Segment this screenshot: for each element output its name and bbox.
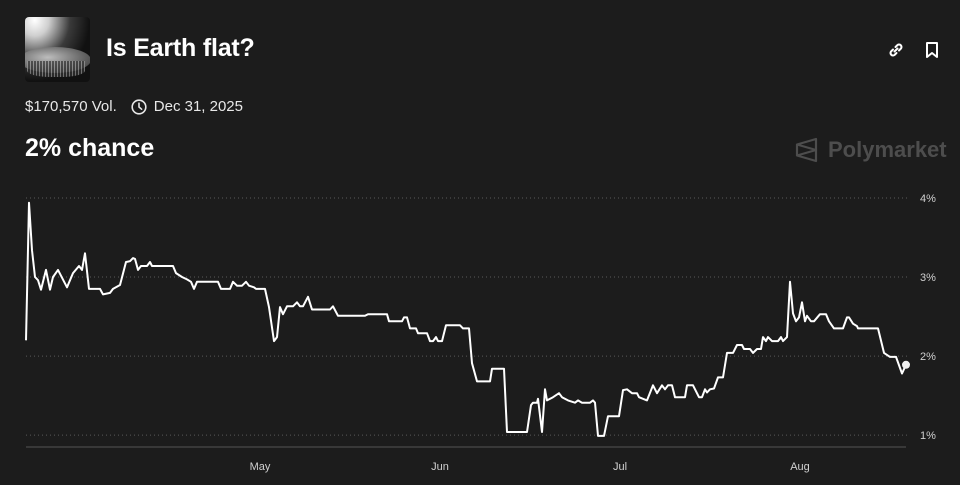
volume-text: $170,570 Vol. [25, 98, 117, 115]
chance-value: 2% chance [25, 134, 155, 162]
polymarket-brand[interactable]: Polymarket [795, 137, 947, 163]
bookmark-icon [926, 42, 938, 58]
polymarket-logo-icon [795, 137, 818, 163]
series-line-yes [25, 201, 907, 437]
x-tick-label: Jul [613, 461, 627, 473]
end-date-text: Dec 31, 2025 [153, 98, 243, 115]
x-tick-label: Jun [431, 461, 449, 473]
x-axis-labels: May Jun Jul Aug [250, 461, 810, 473]
y-tick-label: 3% [920, 272, 936, 284]
y-axis-labels: 4% 3% 2% 1% [920, 193, 936, 442]
y-tick-label: 4% [920, 193, 936, 205]
y-tick-label: 2% [920, 351, 936, 363]
x-tick-label: Aug [790, 461, 810, 473]
market-image [25, 17, 90, 82]
brand-name: Polymarket [828, 137, 947, 162]
y-tick-label: 1% [920, 430, 936, 442]
bookmark-button[interactable] [922, 40, 942, 60]
flat-earth-rim [27, 61, 85, 77]
grid-lines [26, 197, 908, 436]
link-icon [889, 43, 903, 57]
market-meta: $170,570 Vol. Dec 31, 2025 [25, 98, 243, 115]
clock-icon [131, 98, 147, 115]
last-point-marker [902, 360, 910, 369]
series-group [25, 201, 910, 437]
x-tick-label: May [250, 461, 271, 473]
copy-link-button[interactable] [886, 40, 906, 60]
market-title[interactable]: Is Earth flat? [106, 34, 255, 62]
